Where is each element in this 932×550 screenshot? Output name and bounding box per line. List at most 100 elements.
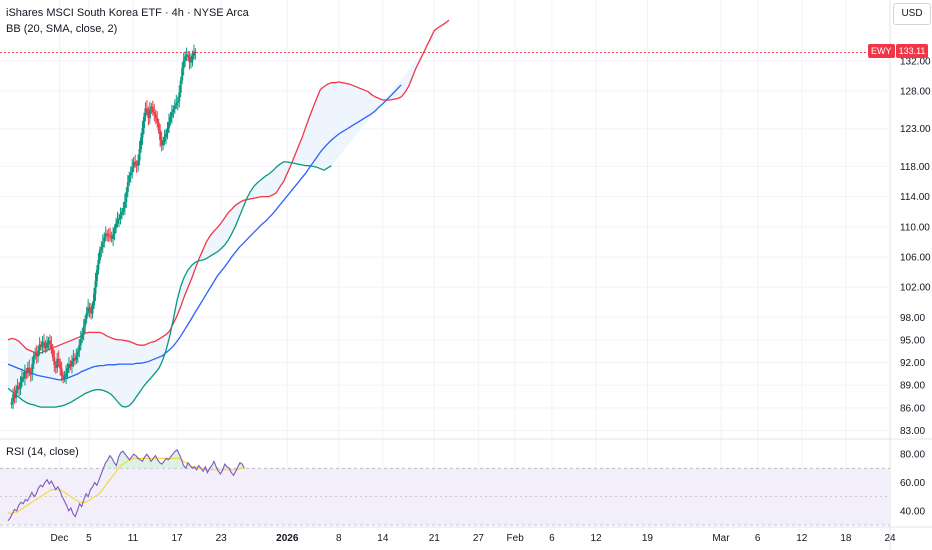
candle-body	[175, 103, 178, 106]
candle-body	[48, 340, 51, 345]
rsi-overbought-fill	[130, 457, 133, 469]
candle-body	[160, 140, 163, 146]
candle-body	[190, 61, 193, 63]
candle-body	[35, 353, 38, 357]
candle-body	[109, 235, 112, 237]
time-axis-tick-label: Dec	[51, 533, 69, 544]
candle-body	[104, 233, 107, 238]
candle-body	[25, 371, 28, 374]
candle-body	[92, 293, 95, 306]
price-axis-tick-label: 86.00	[900, 403, 925, 414]
rsi-overbought-fill	[104, 462, 107, 469]
band-fill	[8, 20, 449, 408]
candle-body	[98, 250, 101, 260]
price-axis-tick-label: 132.00	[900, 56, 931, 67]
candle-body	[82, 326, 85, 334]
candle-body	[53, 357, 56, 365]
rsi-overbought-fill	[212, 461, 216, 469]
rsi-overbought-fill	[173, 451, 177, 469]
candle-body	[188, 57, 191, 63]
price-axis-tick-label: 98.00	[900, 313, 925, 324]
rsi-overbought-fill	[106, 459, 109, 469]
rsi-overbought-fill	[156, 459, 159, 469]
candle-body	[20, 376, 23, 383]
time-axis-tick-label: 27	[473, 533, 485, 544]
candle-body	[165, 133, 168, 137]
candle-body	[181, 68, 184, 81]
rsi-overbought-fill	[139, 459, 142, 469]
price-axis-tick-label: 110.00	[900, 222, 930, 233]
price-axis-tick-label: 92.00	[900, 358, 925, 369]
basis-line	[7, 84, 402, 381]
time-axis-tick-label: 23	[216, 533, 228, 544]
bollinger-legend[interactable]: BB (20, SMA, close, 2)	[6, 23, 118, 35]
candle-body	[90, 310, 93, 314]
rsi-legend[interactable]: RSI (14, close)	[6, 446, 79, 458]
candle-body	[134, 161, 137, 165]
candle-body	[142, 116, 145, 128]
candle-body	[88, 307, 91, 311]
candle-body	[116, 219, 119, 224]
rsi-overbought-fill	[121, 451, 125, 469]
time-axis-tick-label: 17	[171, 533, 183, 544]
candle-body	[173, 105, 176, 110]
rsi-overbought-fill	[119, 452, 122, 469]
rsi-axis-tick-label: 60.00	[900, 478, 925, 489]
candle-body	[85, 312, 88, 319]
rsi-line	[7, 449, 245, 522]
candle-body	[56, 358, 59, 368]
rsi-overbought-fill	[158, 462, 161, 469]
candle-body	[43, 342, 46, 346]
candlestick-series	[10, 44, 197, 409]
rsi-axis-tick-label: 40.00	[900, 506, 925, 517]
price-axis-tick-label: 123.00	[900, 124, 931, 135]
currency-selector[interactable]: USD	[893, 3, 931, 25]
candle-body	[79, 339, 82, 346]
candle-body	[18, 385, 21, 389]
candle-body	[148, 109, 151, 119]
time-axis-tick-label: 24	[884, 533, 896, 544]
candle-body	[41, 342, 44, 347]
candle-body	[194, 51, 197, 53]
rsi-overbought-fill	[134, 455, 138, 469]
candle-body	[81, 333, 84, 340]
candle-body	[137, 160, 140, 166]
candle-body	[68, 364, 71, 368]
candle-body	[112, 234, 115, 239]
chart-title: iShares MSCI South Korea ETF · 4h · NYSE…	[6, 7, 249, 19]
symbol-price-badge: EWY	[868, 44, 895, 58]
candle-body	[32, 355, 35, 365]
rsi-overbought-fill	[163, 461, 166, 469]
rsi-overbought-fill	[180, 459, 183, 469]
time-axis-tick-label: 12	[590, 533, 602, 544]
candle-body	[185, 54, 188, 57]
rsi-overbought-fill	[145, 454, 148, 469]
candle-body	[40, 344, 43, 347]
candle-body	[138, 149, 141, 161]
candle-body	[151, 106, 154, 113]
rsi-overbought-fill	[225, 466, 229, 469]
candle-body	[94, 281, 97, 294]
candle-body	[123, 201, 126, 208]
candle-body	[132, 161, 135, 168]
candle-body	[84, 318, 87, 327]
candle-body	[12, 394, 15, 402]
candle-body	[150, 106, 153, 110]
candle-body	[163, 137, 166, 142]
candle-body	[15, 389, 18, 399]
candle-body	[50, 344, 53, 349]
rsi-overbought-fill	[124, 454, 127, 469]
rsi-overbought-fill	[165, 458, 168, 469]
rsi-overbought-fill	[197, 465, 200, 469]
candle-body	[78, 345, 81, 352]
candle-body	[192, 51, 195, 56]
time-axis-tick-label: 21	[429, 533, 441, 544]
rsi-overbought-fill	[182, 465, 185, 469]
candle-body	[184, 56, 187, 61]
price-axis-tick-label: 114.00	[900, 192, 930, 203]
rsi-overbought-fill	[178, 454, 181, 469]
candle-body	[72, 358, 75, 362]
candle-body	[170, 112, 173, 117]
